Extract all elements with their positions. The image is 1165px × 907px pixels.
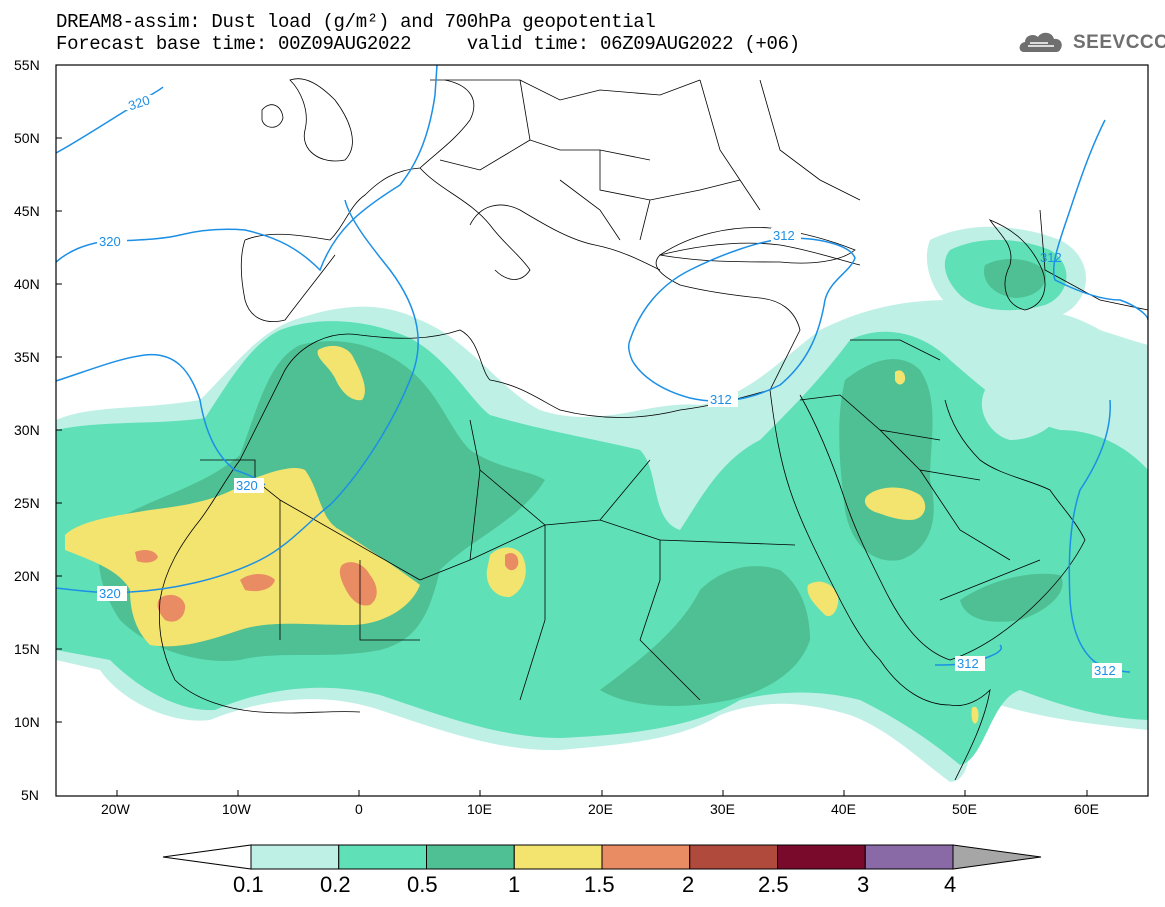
colorbar-high-arrow [952,844,1042,870]
cloud-logo-icon [1019,32,1062,52]
dust-level-1-atlas [317,345,365,401]
colorbar-box-1.5 [601,844,691,870]
contour-label-312-a: 312 [773,228,795,243]
dust-level-1-west-africa [65,468,420,647]
colorbar-box-2 [689,844,778,870]
contour-label-320-c: 320 [236,478,258,493]
contour-label-312-d: 312 [1094,663,1116,678]
dust-level-0.5-caspian [984,258,1046,298]
coastline-europe [240,79,661,322]
map-title-line1: DREAM8-assim: Dust load (g/m²) and 700hP… [56,11,656,33]
coastline-horn-africa [879,659,991,781]
colorbar-box-3 [864,844,954,870]
axis-ticks [56,137,1088,796]
dust-level-1-eritrea [807,581,839,617]
lat-label-5n: 5N [21,787,39,803]
lat-label-55n: 55N [14,57,40,73]
lat-label-20n: 20N [14,568,40,584]
colorbar-label-1.5: 1.5 [584,872,615,897]
lon-label-10e: 10E [467,801,492,817]
contour-320-mid [56,353,266,486]
coastline-north-africa [239,329,771,461]
coastline-red-sea [769,389,886,661]
borders-middle-east [799,209,1148,601]
contour-label-320-d: 320 [99,586,121,601]
lat-label-10n: 10N [14,714,40,730]
lat-label-50n: 50N [14,130,40,146]
dust-gap-arabia [981,384,1061,440]
dust-level-0.5-oman [960,573,1063,622]
contour-label-312-e: 312 [957,656,979,671]
colorbar-label-4: 4 [944,872,956,897]
dust-level-1-iraq [895,370,906,385]
lon-label-10w: 10W [222,801,252,817]
coastline-arabia [884,399,1086,661]
colorbar-label-0.1: 0.1 [233,872,264,897]
dust-level-1.5-e [135,549,158,563]
colorbar-label-3: 3 [857,872,869,897]
colorbar-box-2.5 [777,844,866,870]
contour-312-mediterranean [627,237,856,402]
dust-level-0.5-arabia [839,359,934,561]
lon-label-50e: 50E [952,801,977,817]
contour-label-312-b: 312 [710,392,732,407]
colorbar-label-0.5: 0.5 [407,872,438,897]
lon-label-20w: 20W [101,801,131,817]
coastlines-borders [158,78,1148,781]
lat-label-45n: 45N [14,203,40,219]
colorbar: 0.1 0.2 0.5 1 1.5 2 2.5 3 4 [162,844,1042,897]
lon-label-30e: 30E [710,801,735,817]
colorbar-box-0.5 [426,844,515,870]
dust-level-1.5-a [157,594,186,622]
lat-label-40n: 40N [14,276,40,292]
coastline-caspian [988,219,1046,311]
lat-label-35n: 35N [14,349,40,365]
longitude-axis: 20W 10W 0 10E 20E 30E 40E 50E 60E [101,801,1099,817]
colorbar-box-0.2 [338,844,427,870]
dust-level-0.5-east [600,566,810,706]
coastline-levant-turkey [655,242,861,391]
map-title-line2: Forecast base time: 00Z09AUG2022 valid t… [56,33,800,55]
borders-europe [430,79,861,241]
coastline-west-africa [158,459,361,714]
logo-text: SEEVCCC [1073,32,1165,53]
contour-label-320-a: 320 [126,92,151,113]
lat-label-25n: 25N [14,495,40,511]
lat-label-30n: 30N [14,422,40,438]
colorbar-low-arrow [162,844,252,870]
dust-level-1-arabia [864,487,926,520]
lat-label-15n: 15N [14,641,40,657]
colorbar-label-1: 1 [508,872,520,897]
coastline-black-sea [658,227,856,264]
latitude-axis: 55N 50N 45N 40N 35N 30N 25N 20N 15N 10N … [14,57,40,803]
lon-label-40e: 40E [831,801,856,817]
colorbar-box-0.1 [250,844,340,870]
contour-320-south [56,199,419,594]
contour-label-group: 320 320 320 320 312 312 312 312 312 [97,92,1122,678]
colorbar-label-2: 2 [682,872,694,897]
lon-label-60e: 60E [1074,801,1099,817]
dust-level-1.5-b [240,574,275,592]
contour-label-320-b: 320 [99,234,121,249]
contour-label-312-c: 312 [1040,250,1062,265]
colorbar-box-1 [513,844,603,870]
lon-label-20e: 20E [588,801,613,817]
coastline-britain [261,78,353,162]
lon-label-0: 0 [355,801,363,817]
dust-level-1.5-c [339,562,377,606]
colorbar-label-2.5: 2.5 [758,872,789,897]
dust-level-1.5-d [505,553,519,571]
dust-fields [56,226,1148,782]
contour-312-persia [1052,119,1148,321]
dust-level-1-somalia [971,706,979,724]
colorbar-label-0.2: 0.2 [320,872,351,897]
